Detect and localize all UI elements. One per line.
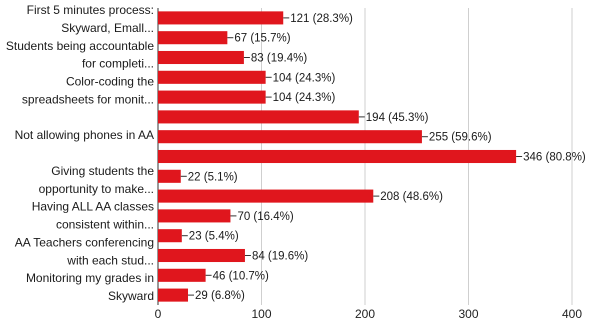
data-label: 194 (45.3%) <box>366 112 429 124</box>
bars <box>158 11 517 302</box>
data-label: 83 (19.4%) <box>251 53 307 65</box>
data-label: 67 (15.7%) <box>234 33 290 45</box>
category-label: Having ALL AA classes <box>32 200 154 214</box>
category-label: Students being accountable <box>6 39 154 53</box>
bar <box>158 130 422 144</box>
data-label: 208 (48.6%) <box>380 191 443 203</box>
bar <box>158 70 266 84</box>
x-tick-label: 100 <box>251 307 271 321</box>
bar <box>158 268 206 282</box>
data-label: 23 (5.4%) <box>189 231 239 243</box>
bar <box>158 149 517 164</box>
data-label: 84 (19.6%) <box>252 251 308 263</box>
category-label: consistent within... <box>56 218 154 232</box>
bar <box>158 288 189 302</box>
bar <box>158 209 231 223</box>
category-label: Giving students the <box>51 164 154 178</box>
data-label: 346 (80.8%) <box>523 152 586 164</box>
data-labels: 121 (28.3%)67 (15.7%) 83 (19.4%) 104 (24.3… <box>180 13 586 302</box>
category-label: AA Teachers conferencing <box>15 235 154 249</box>
data-label: 255 (59.6%) <box>429 132 492 144</box>
bar <box>158 248 245 263</box>
category-label: spreadsheets for monit... <box>22 92 154 106</box>
data-label: 104 (24.3%) <box>273 72 336 84</box>
data-label: 29 (6.8%) <box>195 290 245 302</box>
data-label: 46 (10.7%) <box>213 270 269 282</box>
bar <box>158 11 284 25</box>
x-tick-label: 0 <box>155 307 162 321</box>
bar <box>158 229 182 243</box>
category-label: Color-coding the <box>66 75 154 89</box>
category-label: Skyward <box>108 289 154 303</box>
data-label: 70 (16.4%) <box>237 211 293 223</box>
x-tick-label: 400 <box>562 307 582 321</box>
bar <box>158 110 359 124</box>
category-label: First 5 minutes process: <box>27 3 154 17</box>
data-label: 22 (5.1%) <box>188 171 238 183</box>
x-tick-label: 300 <box>458 307 478 321</box>
bar <box>158 31 228 45</box>
category-label: for completi... <box>82 57 154 71</box>
category-label: Not allowing phones in AA <box>15 128 154 142</box>
bar <box>158 169 181 183</box>
category-label: Skyward, Emall... <box>61 21 154 35</box>
data-label: 121 (28.3%) <box>290 13 353 25</box>
x-tick-label: 200 <box>355 307 375 321</box>
bar <box>158 189 374 203</box>
data-label: 104 (24.3%) <box>273 92 336 104</box>
bar <box>158 50 244 65</box>
bar <box>158 90 266 104</box>
category-label: with each stud... <box>66 253 154 267</box>
category-labels: First 5 minutes process: Skyward, Emall..… <box>6 3 154 303</box>
category-label: opportunity to make... <box>39 182 154 196</box>
x-axis-ticks: 0 100 200 300 400 <box>155 307 583 321</box>
category-label: Monitoring my grades in <box>26 271 154 285</box>
